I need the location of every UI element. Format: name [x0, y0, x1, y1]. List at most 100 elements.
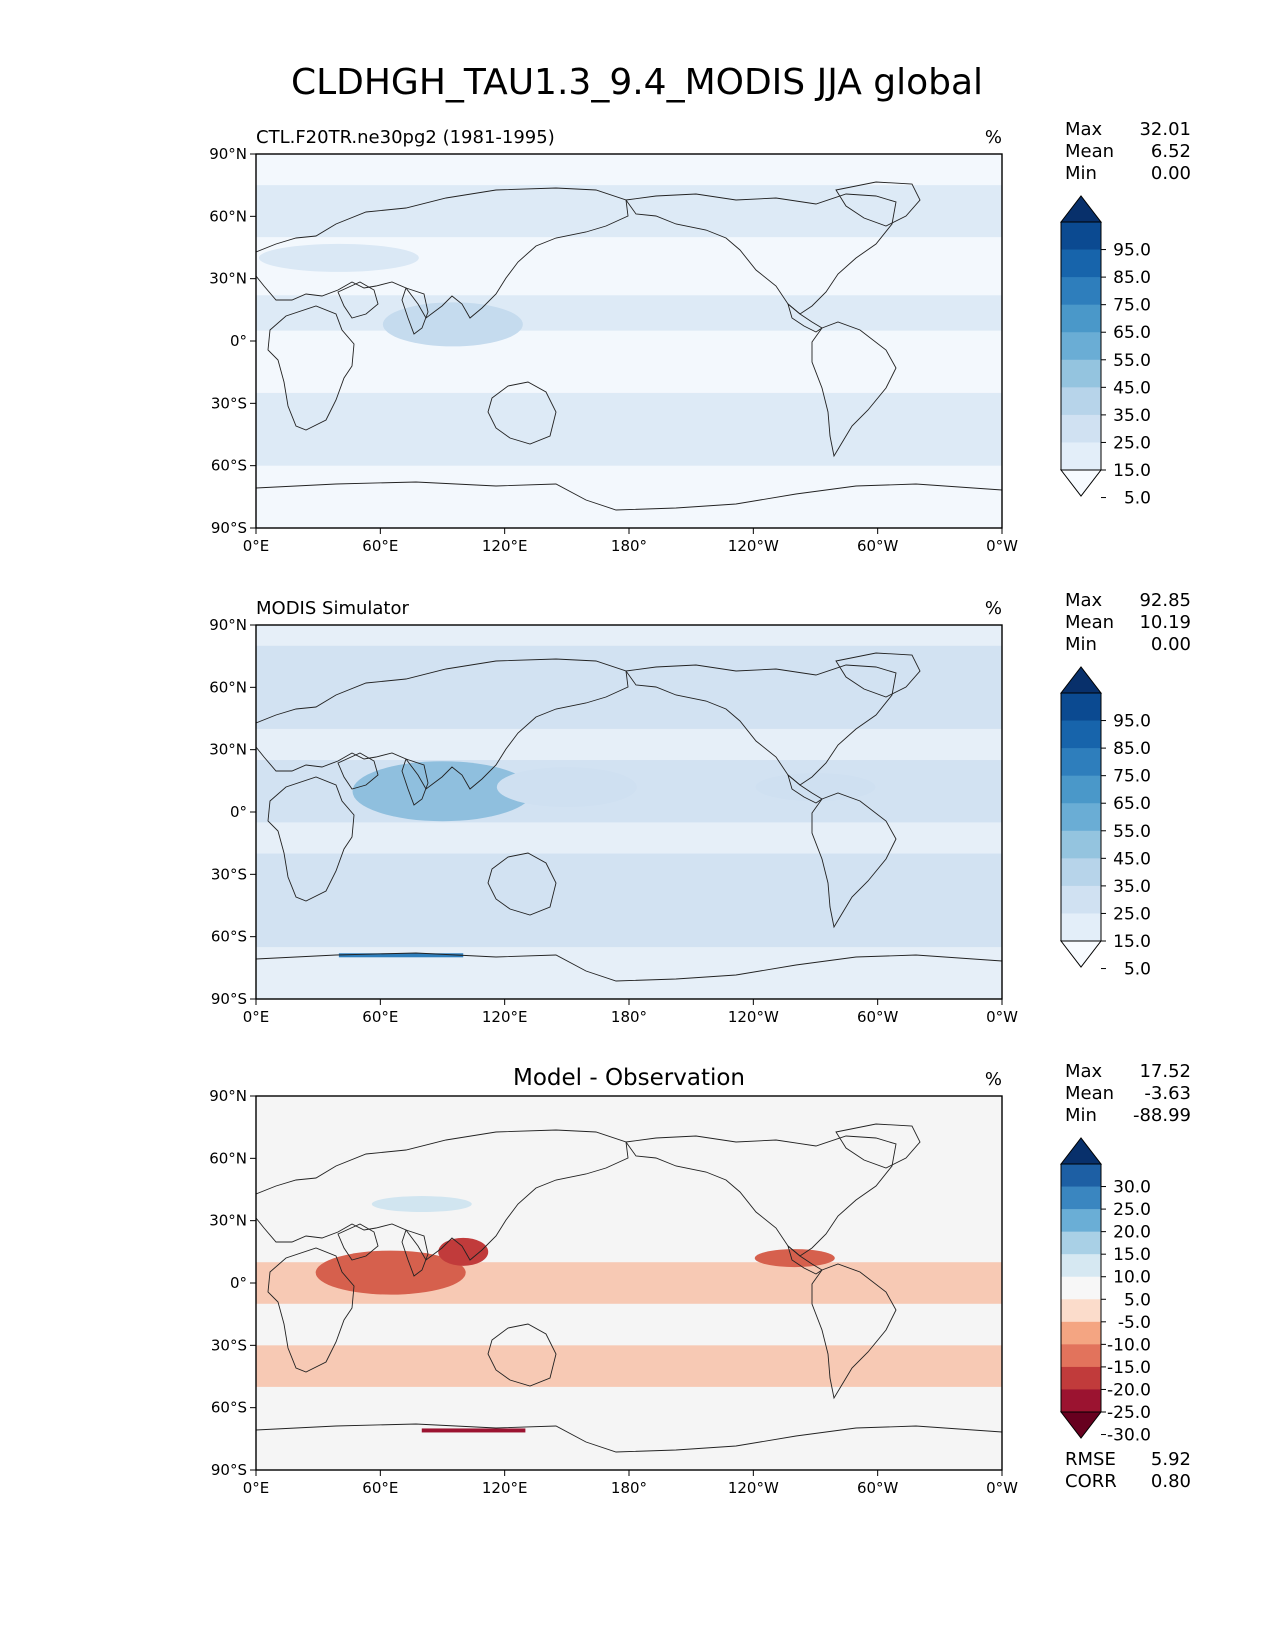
colorbar-tick-label: 45.0: [1113, 849, 1151, 869]
x-tick-label: 60°E: [362, 1479, 398, 1497]
colorbar-segment: [1061, 775, 1101, 804]
stat-label: Max: [1065, 1061, 1103, 1082]
colorbar-segment: [1061, 1366, 1101, 1390]
colorbar-segment: [1061, 1209, 1101, 1233]
coastlines: [256, 181, 1002, 528]
colorbar-segment: [1061, 414, 1101, 443]
colorbar-extend-top: [1059, 1137, 1103, 1165]
colorbar-tick-label: 25.0: [1113, 1200, 1151, 1220]
coastline: [487, 381, 557, 445]
data-field: [256, 625, 1002, 999]
colorbar-tick-label: 5.0: [1124, 489, 1151, 509]
metric-value: 0.80: [1151, 1471, 1191, 1492]
colorbar-segment: [1061, 720, 1101, 749]
colorbar-tick-label: -5.0: [1118, 1313, 1151, 1333]
stat-value: 0.00: [1151, 634, 1191, 655]
colorbar-tick-label: 55.0: [1113, 351, 1151, 371]
colorbar-tick-label: 75.0: [1113, 296, 1151, 316]
x-tick-label: 0°W: [986, 537, 1018, 555]
field-region: [755, 773, 876, 802]
colorbar-tick-label: 35.0: [1113, 406, 1151, 426]
field-min-region: [438, 1237, 489, 1266]
y-tick-label: 0°: [230, 803, 247, 821]
coastline: [256, 481, 1002, 528]
y-tick-label: 90°S: [211, 990, 247, 1008]
coastline: [267, 1247, 355, 1373]
colorbar-tick-label: 15.0: [1113, 461, 1151, 481]
colorbar-tick-label: 65.0: [1113, 323, 1151, 343]
colorbar-frame: [1060, 221, 1102, 471]
colorbar-segment: [1061, 277, 1101, 306]
colorbar-extend-top: [1059, 195, 1103, 223]
x-tick-label: 120°E: [482, 1479, 528, 1497]
x-tick-label: 60°E: [362, 537, 398, 555]
stat-value: -88.99: [1133, 1105, 1191, 1126]
x-tick-label: 0°E: [243, 537, 270, 555]
x-tick-label: 180°: [611, 1008, 647, 1026]
coastline: [337, 281, 379, 319]
colorbar-segment: [1061, 1254, 1101, 1278]
colorbar-segment: [1061, 304, 1101, 333]
x-tick-label: 60°E: [362, 1008, 398, 1026]
stat-value: 17.52: [1139, 1061, 1191, 1082]
figure-title: CLDHGH_TAU1.3_9.4_MODIS JJA global: [291, 62, 983, 103]
colorbar-segment: [1061, 830, 1101, 859]
coastline: [625, 1135, 897, 1257]
colorbar-segment: [1061, 693, 1101, 722]
field-band-south: [256, 392, 1002, 466]
colorbar-segment: [1061, 1164, 1101, 1188]
field-band-north: [256, 645, 1002, 729]
y-tick-label: 60°N: [209, 1149, 247, 1167]
colorbar-segment: [1061, 803, 1101, 832]
map-panel-difference: Model - Observation % 0°E 60°E 120°E 180° 120°…: [209, 1061, 1191, 1497]
y-tick-label: 30°N: [209, 741, 247, 759]
y-tick-label: 90°S: [211, 1461, 247, 1479]
colorbar-tick-label: -10.0: [1107, 1335, 1151, 1355]
field-antarctic-edge: [338, 953, 464, 958]
y-tick-label: 60°S: [211, 928, 247, 946]
x-tick-label: 120°W: [728, 1479, 779, 1497]
units-label: %: [985, 127, 1002, 148]
data-field: [256, 154, 1002, 528]
field-band-south: [256, 853, 1002, 948]
colorbar-segment: [1061, 748, 1101, 777]
y-tick-label: 60°S: [211, 1399, 247, 1417]
coastline: [787, 302, 823, 333]
y-tick-label: 60°N: [209, 207, 247, 225]
stat-label: Mean: [1065, 612, 1114, 633]
x-tick-label: 0°W: [986, 1008, 1018, 1026]
map-area: [256, 1096, 1002, 1470]
colorbar-extend-bottom: [1059, 469, 1103, 497]
coastlines: [256, 1123, 1002, 1470]
coastline: [256, 1423, 1002, 1470]
x-tick-label: 0°W: [986, 1479, 1018, 1497]
map-panel-reference: MODIS Simulator % 0°E 60°E 120°E 180° 120°W 60°…: [209, 590, 1191, 1026]
colorbar-frame: [1060, 692, 1102, 942]
coastline: [256, 952, 1002, 999]
coastline: [256, 1129, 629, 1261]
colorbar-tick-label: 5.0: [1124, 960, 1151, 980]
coastline: [267, 305, 355, 431]
stat-label: Min: [1065, 634, 1097, 655]
colorbar-segment: [1061, 249, 1101, 278]
x-tick-label: 180°: [611, 1479, 647, 1497]
field-min-region: [315, 1250, 466, 1295]
stat-value: 6.52: [1151, 141, 1191, 162]
stat-label: Min: [1065, 1105, 1097, 1126]
colorbar-segment: [1061, 913, 1101, 942]
colorbar-segment: [1061, 885, 1101, 914]
field-max-region: [382, 302, 523, 347]
colorbar-tick-label: -15.0: [1107, 1358, 1151, 1378]
coastline: [401, 1229, 429, 1277]
units-label: %: [985, 598, 1002, 619]
stat-label: Max: [1065, 119, 1103, 140]
colorbar-segment: [1061, 1231, 1101, 1255]
metric-label: CORR: [1065, 1471, 1117, 1492]
field-band-itcz: [256, 295, 1002, 331]
x-tick-label: 120°E: [482, 537, 528, 555]
colorbar-tick-label: 45.0: [1113, 378, 1151, 398]
colorbar-tick-label: 85.0: [1113, 739, 1151, 759]
field-band-north: [256, 185, 1002, 238]
y-tick-label: 90°N: [209, 1087, 247, 1105]
x-tick-label: 180°: [611, 537, 647, 555]
